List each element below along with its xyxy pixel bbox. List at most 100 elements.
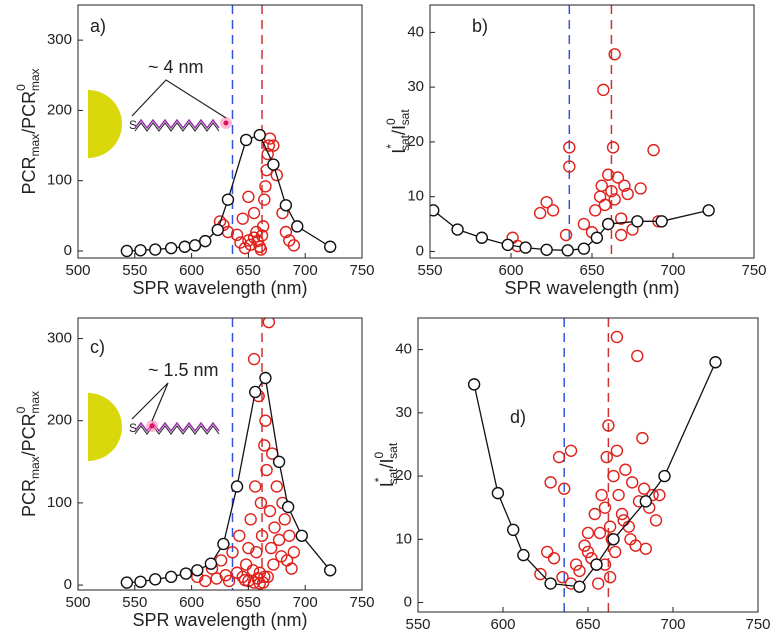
scatter-point	[563, 141, 576, 154]
scatter-point	[262, 318, 276, 329]
scatter-point	[253, 577, 266, 590]
scatter-point	[242, 190, 255, 204]
y-label-part: I	[389, 149, 409, 154]
y-label-part: /PCR	[19, 413, 39, 456]
x-axis-label: SPR wavelength (nm)	[500, 632, 675, 633]
scatter-point	[581, 526, 595, 540]
scatter-point	[603, 571, 617, 584]
line-marker	[573, 580, 586, 593]
y-axis-label: I*sat/I0sat	[384, 109, 412, 154]
scatter-point	[552, 450, 566, 464]
y-label-part: max	[28, 68, 42, 91]
scatter-point	[559, 228, 573, 242]
line-marker	[249, 385, 262, 399]
dna-strand	[134, 118, 220, 130]
y-label-part: I	[377, 482, 397, 487]
scatter-point	[595, 179, 608, 192]
scatter-point	[263, 132, 277, 145]
scatter-point	[262, 139, 276, 152]
x-tick-label: 550	[405, 616, 430, 633]
x-axis-label: SPR wavelength (nm)	[132, 610, 307, 630]
scatter-point	[255, 229, 269, 242]
y-tick-label: 0	[64, 576, 72, 593]
nanoparticle	[88, 90, 122, 158]
line-marker	[221, 193, 235, 206]
line-marker	[134, 244, 147, 257]
y-tick-label: 300	[47, 31, 72, 48]
dna-strand-2	[134, 122, 220, 132]
y-tick-label: 300	[47, 330, 72, 347]
linker-atom: S	[129, 118, 137, 132]
x-tick-label: 600	[490, 616, 515, 633]
scatter-point	[263, 504, 277, 518]
scatter-point	[592, 577, 605, 590]
scatter-point	[283, 529, 296, 542]
x-tick-label: 700	[660, 262, 685, 279]
scatter-point	[589, 204, 602, 217]
line-marker	[204, 557, 218, 570]
scatter-point	[612, 488, 625, 502]
scatter-point	[222, 574, 236, 588]
scatter-point	[260, 463, 273, 477]
scatter-point	[610, 330, 624, 344]
y-tick-label: 20	[395, 467, 412, 484]
x-tick-label: 750	[741, 262, 766, 279]
line-marker	[451, 223, 464, 236]
line-marker	[199, 234, 212, 248]
y-tick-label: 10	[407, 188, 424, 205]
scatter-point	[626, 476, 639, 489]
x-tick-label: 500	[65, 262, 90, 279]
y-label-part: sat	[398, 134, 412, 151]
scatter-point	[279, 225, 293, 239]
scatter-point	[573, 564, 586, 578]
scatter-point	[244, 513, 257, 526]
scatter-point	[646, 488, 659, 502]
scatter-point	[236, 212, 249, 225]
line-marker	[491, 486, 505, 500]
scatter-point	[255, 529, 269, 542]
line-marker	[602, 217, 615, 231]
scatter-point	[636, 431, 649, 445]
line-marker	[259, 371, 272, 385]
y-tick-label: 20	[407, 133, 424, 150]
x-tick-label: 600	[179, 594, 204, 611]
line-marker	[120, 244, 134, 258]
scatter-point	[598, 198, 612, 212]
scatter-point	[226, 545, 239, 559]
line-marker	[149, 573, 162, 586]
y-label-part: sat	[386, 442, 400, 459]
scatter-point	[595, 488, 608, 502]
scatter-point	[278, 513, 291, 526]
distance-bracket	[131, 382, 169, 422]
scatter-point	[261, 570, 274, 584]
y-label-part: /PCR	[19, 91, 39, 134]
line-marker	[188, 239, 202, 252]
panel-label: d)	[510, 407, 526, 427]
scatter-point	[267, 558, 280, 571]
scatter-point	[247, 231, 261, 244]
line-marker	[639, 495, 652, 508]
scatter-point	[546, 204, 560, 217]
scatter-point	[649, 514, 663, 527]
x-tick-label: 600	[179, 262, 204, 279]
panel-label: c)	[90, 337, 105, 357]
y-tick-label: 40	[407, 23, 424, 40]
line-marker	[272, 455, 286, 469]
scatter-point	[247, 352, 261, 366]
y-label-part: PCR	[19, 479, 39, 517]
axes-box	[429, 4, 755, 259]
scatter-point	[581, 545, 595, 559]
y-axis-label: I*sat/I0sat	[372, 442, 400, 487]
plot-area	[120, 318, 337, 590]
scatter-point	[533, 206, 547, 220]
line-marker	[323, 240, 337, 253]
y-label-part: PCR	[19, 157, 39, 195]
line-marker	[577, 242, 591, 255]
scatter-point	[608, 48, 621, 61]
scatter-point	[267, 139, 280, 152]
y-label-part: max	[28, 391, 42, 414]
scatter-point	[607, 469, 620, 483]
scatter-point	[287, 545, 301, 559]
x-tick-label: 750	[745, 616, 770, 633]
line-marker	[590, 231, 604, 244]
